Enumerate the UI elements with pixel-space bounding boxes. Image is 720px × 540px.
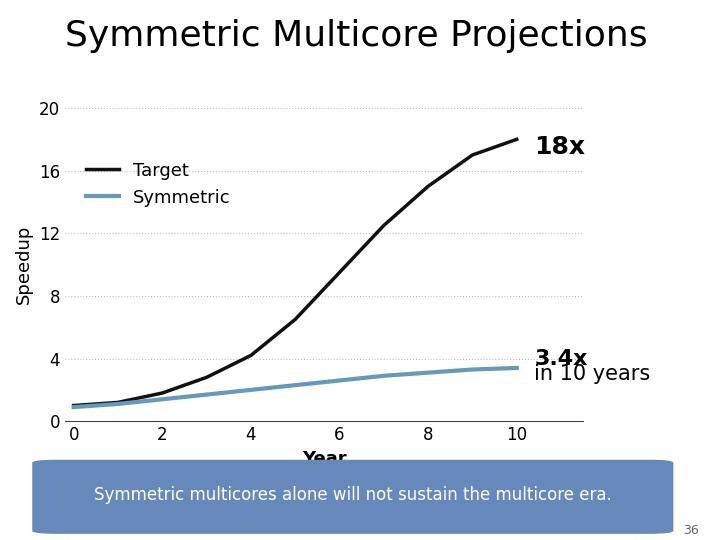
Symmetric xyxy=(336,377,344,384)
Target xyxy=(336,269,344,275)
Symmetric xyxy=(114,401,122,407)
Symmetric xyxy=(379,373,388,379)
Y-axis label: Speedup: Speedup xyxy=(15,225,33,304)
Text: 18x: 18x xyxy=(534,135,585,159)
Target xyxy=(114,399,122,406)
Symmetric xyxy=(69,404,78,410)
Target xyxy=(291,316,300,323)
Legend: Target, Symmetric: Target, Symmetric xyxy=(79,154,238,214)
Target xyxy=(69,402,78,409)
Symmetric xyxy=(246,387,255,393)
Symmetric xyxy=(291,382,300,388)
Symmetric xyxy=(468,366,477,373)
Target xyxy=(202,374,211,381)
FancyBboxPatch shape xyxy=(32,460,673,534)
Text: 36: 36 xyxy=(683,524,698,537)
Target xyxy=(424,183,433,190)
Symmetric xyxy=(202,392,211,398)
Target xyxy=(246,352,255,359)
X-axis label: Year: Year xyxy=(302,450,346,468)
Line: Symmetric: Symmetric xyxy=(73,368,517,407)
Text: in 10 years: in 10 years xyxy=(534,364,651,384)
Text: 3.4x: 3.4x xyxy=(534,348,588,369)
Target xyxy=(513,136,521,143)
Symmetric xyxy=(158,396,166,402)
Text: Symmetric Multicore Projections: Symmetric Multicore Projections xyxy=(65,19,647,53)
Symmetric xyxy=(424,369,433,376)
Target xyxy=(468,152,477,158)
Target xyxy=(158,390,166,396)
Symmetric xyxy=(513,364,521,371)
Target xyxy=(379,222,388,229)
Line: Target: Target xyxy=(73,139,517,406)
Text: Symmetric multicores alone will not sustain the multicore era.: Symmetric multicores alone will not sust… xyxy=(94,487,612,504)
